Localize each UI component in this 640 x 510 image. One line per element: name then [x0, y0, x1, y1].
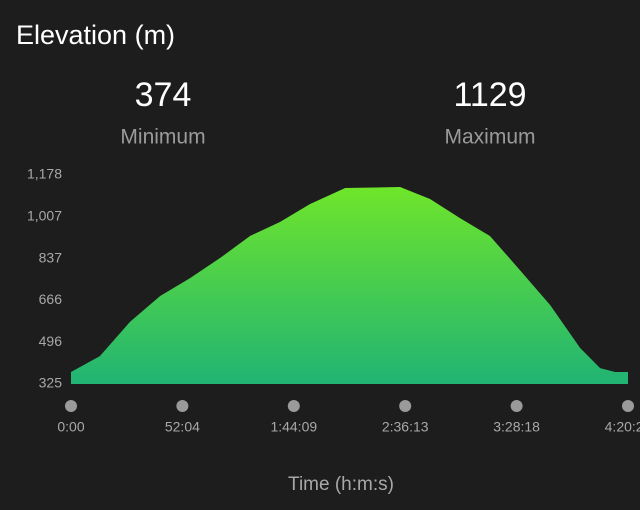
x-tick-dot — [399, 400, 412, 412]
stat-label: Minimum — [120, 126, 205, 149]
y-tick-label: 837 — [39, 249, 63, 265]
y-tick-label: 496 — [39, 333, 63, 349]
y-tick-label: 666 — [39, 291, 63, 307]
x-axis-title: Time (h:m:s) — [288, 474, 394, 495]
x-tick-dot — [287, 400, 300, 412]
x-tick-dot — [622, 400, 634, 412]
x-tick-label: 3:28:18 — [493, 419, 540, 435]
elevation-area — [71, 187, 628, 384]
x-tick-label: 1:44:09 — [270, 419, 317, 435]
y-tick-label: 325 — [39, 375, 63, 391]
x-tick-label: 52:04 — [165, 419, 200, 435]
x-tick-label: 4:20:22 — [605, 419, 640, 435]
stat-value: 374 — [135, 76, 192, 114]
y-tick-label: 1,178 — [27, 166, 62, 182]
x-tick-dot — [176, 400, 189, 412]
x-tick-dot — [65, 400, 77, 412]
title: Elevation (m) — [16, 20, 175, 50]
x-tick-label: 0:00 — [57, 419, 84, 435]
x-tick-dot — [510, 400, 523, 412]
stat-value: 1129 — [453, 76, 526, 114]
y-tick-label: 1,007 — [27, 208, 62, 224]
x-tick-label: 2:36:13 — [382, 419, 429, 435]
stat-label: Maximum — [444, 126, 535, 149]
